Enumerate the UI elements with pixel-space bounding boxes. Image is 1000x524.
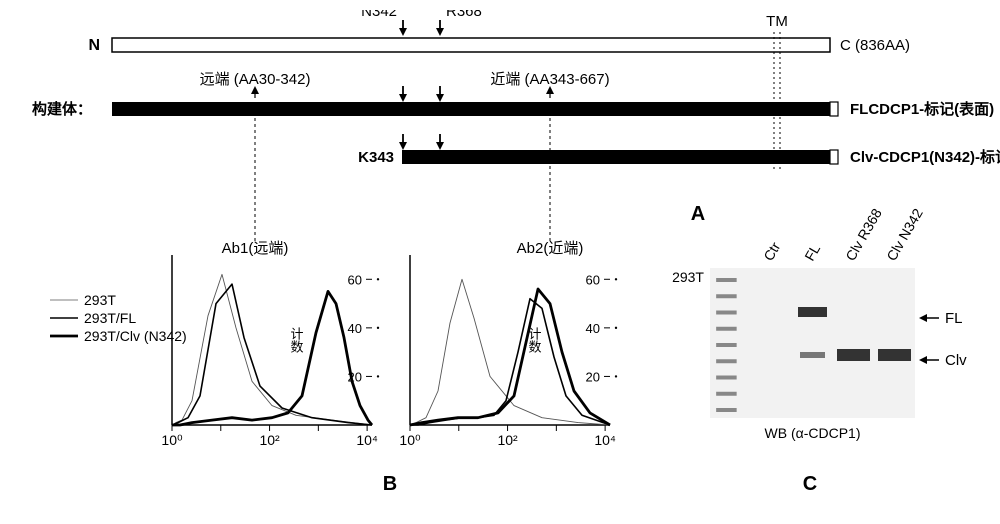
svg-text:Clv-CDCP1(N342)-标记(表面): Clv-CDCP1(N342)-标记(表面) bbox=[850, 148, 1000, 166]
svg-text:FL: FL bbox=[801, 241, 823, 263]
svg-text:WB (α-CDCP1): WB (α-CDCP1) bbox=[765, 425, 861, 441]
svg-text:293T: 293T bbox=[84, 292, 116, 308]
svg-text:N342: N342 bbox=[361, 10, 397, 20]
svg-text:10⁴: 10⁴ bbox=[356, 432, 378, 448]
svg-text:293T/FL: 293T/FL bbox=[84, 310, 136, 326]
svg-text:10⁴: 10⁴ bbox=[594, 432, 616, 448]
svg-text:10⁰: 10⁰ bbox=[399, 432, 421, 448]
svg-text:Clv R368: Clv R368 bbox=[842, 205, 885, 263]
svg-text:构建体：: 构建体： bbox=[32, 100, 92, 118]
svg-text:Ctr: Ctr bbox=[760, 239, 783, 263]
svg-text:K343: K343 bbox=[358, 149, 394, 166]
svg-text:40: 40 bbox=[348, 321, 362, 336]
svg-text:10⁰: 10⁰ bbox=[161, 432, 183, 448]
svg-text:Clv N342: Clv N342 bbox=[883, 205, 926, 263]
svg-text:293T: 293T bbox=[672, 269, 704, 285]
svg-text:60: 60 bbox=[586, 272, 600, 287]
svg-text:R368: R368 bbox=[446, 10, 482, 20]
svg-text:C: C bbox=[803, 473, 817, 495]
svg-text:近端 (AA343-667): 近端 (AA343-667) bbox=[490, 71, 609, 88]
svg-text:40: 40 bbox=[586, 321, 600, 336]
svg-text:FL: FL bbox=[945, 310, 963, 327]
svg-text:远端 (AA30-342): 远端 (AA30-342) bbox=[200, 71, 311, 88]
svg-text:N: N bbox=[88, 37, 100, 54]
svg-text:10²: 10² bbox=[497, 432, 518, 448]
svg-text:10²: 10² bbox=[259, 432, 280, 448]
svg-text:60: 60 bbox=[348, 272, 362, 287]
svg-text:B: B bbox=[383, 473, 397, 495]
svg-text:Clv: Clv bbox=[945, 352, 967, 369]
svg-text:Ab1(远端): Ab1(远端) bbox=[222, 240, 289, 257]
svg-text:20: 20 bbox=[586, 369, 600, 384]
svg-text:Ab2(近端): Ab2(近端) bbox=[517, 240, 584, 257]
svg-text:A: A bbox=[691, 203, 705, 225]
svg-text:TM: TM bbox=[766, 13, 788, 30]
svg-text:计数: 计数 bbox=[289, 327, 304, 353]
svg-text:FLCDCP1-标记(表面): FLCDCP1-标记(表面) bbox=[850, 100, 994, 118]
svg-text:C (836AA): C (836AA) bbox=[840, 37, 910, 54]
